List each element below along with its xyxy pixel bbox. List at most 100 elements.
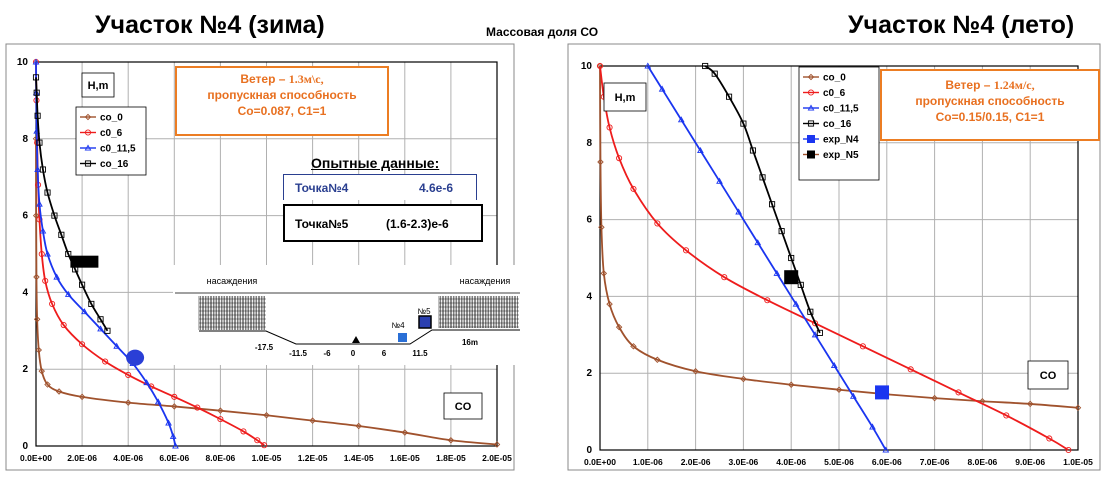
experiment-point5-row: Точка№5 (1.6-2.3)e-6 (283, 204, 483, 242)
exp-marker-point4 (126, 349, 145, 366)
series-marker (53, 273, 61, 280)
co-label-box (1027, 360, 1069, 390)
series-marker (263, 412, 270, 419)
street-schematic: насаждения насаждения -17.5 -11.5 -6 0 6 11.5 16… (173, 265, 526, 365)
series-marker (869, 423, 876, 430)
series-marker (84, 113, 92, 121)
x-tick-label: 1.8E-05 (436, 453, 466, 463)
series-marker (79, 341, 86, 348)
series-marker (606, 124, 613, 131)
series-marker (58, 231, 65, 238)
center-subtitle: Массовая доля СО (486, 25, 599, 39)
legend: co_0 c0_6 c0_11,5 co_16 exp_N4 exp_N5 (798, 66, 880, 181)
chart-summer: 0.0E+00 1.0E-06 2.0E-06 3.0E-06 4.0E-06 5.0E-… (567, 43, 1101, 471)
series-marker (217, 407, 224, 414)
series-marker (816, 329, 823, 336)
series-marker (32, 74, 40, 81)
wind-info-right: Ветер – 1.24м/с, пропускная способность … (880, 69, 1100, 141)
series-marker (597, 158, 604, 166)
legend-marker (807, 135, 815, 143)
series-marker (33, 89, 40, 96)
series-marker (807, 104, 815, 111)
wind-line2: пропускная способность (207, 88, 357, 102)
series-marker (81, 308, 88, 315)
legend: co_0 c0_6 c0_11,5 co_16 (75, 106, 147, 176)
x-tick-label: 6.0E-06 (872, 457, 902, 467)
series-marker (907, 366, 914, 373)
series-marker (630, 343, 637, 350)
series-marker (254, 437, 261, 444)
y-tick-label: 8 (586, 138, 592, 149)
series-marker (726, 93, 733, 100)
point5-marker (418, 315, 432, 329)
wind-line3: Co=0.15/0.15, C1=1 (935, 110, 1045, 124)
series-marker (721, 274, 728, 281)
series-marker (740, 120, 747, 127)
series-marker (113, 342, 121, 349)
series-marker (42, 277, 49, 284)
series-marker (401, 429, 409, 436)
planting-label-right: насаждения (460, 276, 511, 286)
series-marker (171, 403, 178, 410)
point5-label: №5 (417, 307, 431, 316)
series-marker (493, 441, 501, 448)
series-marker (807, 89, 815, 96)
series-marker (1003, 412, 1010, 419)
series-marker (682, 247, 690, 254)
wind-info-left: Ветер – 1.3м\с, пропускная способность C… (175, 66, 389, 136)
series-marker (261, 442, 268, 449)
x-tick-label: 0.0E+00 (584, 457, 616, 467)
x-tick-label: 1.0E-05 (252, 453, 282, 463)
series-marker (849, 392, 857, 399)
series-marker (955, 389, 962, 396)
series-marker (36, 200, 43, 207)
series-marker (125, 371, 132, 379)
series-marker (84, 129, 92, 136)
wind-speed: 1.3м\с, (288, 72, 324, 86)
series-marker (807, 120, 815, 127)
series-marker (33, 316, 41, 323)
y-tick-label: 2 (22, 364, 28, 375)
series-marker (1074, 404, 1082, 411)
schematic-tick-label: -11.5 (289, 349, 307, 358)
series-marker (79, 281, 86, 288)
point5-value: (1.6-2.3)e-6 (386, 217, 449, 231)
series-marker (807, 308, 814, 315)
series-marker (78, 393, 86, 401)
series-marker (217, 416, 224, 423)
schematic-tick-label: -17.5 (255, 343, 274, 352)
schematic-tick-label: -6 (323, 349, 331, 358)
series-marker (654, 356, 661, 363)
series-marker (194, 404, 201, 411)
series-marker (39, 166, 46, 173)
exp-marker-exp_N5 (784, 270, 799, 285)
series-marker (35, 346, 43, 354)
x-tick-label: 1.0E-06 (633, 457, 663, 467)
series-marker (104, 327, 111, 334)
x-tick-label: 4.0E-06 (113, 453, 143, 463)
x-tick-label: 1.0E-05 (1063, 457, 1093, 467)
y-tick-label: 6 (22, 211, 28, 222)
legend-label: co_0 (100, 113, 123, 124)
series-marker (143, 379, 151, 386)
series-marker (38, 250, 45, 258)
series-marker (778, 228, 785, 235)
x-tick-label: 4.0E-06 (776, 457, 806, 467)
series-marker (764, 297, 771, 304)
series-marker (702, 62, 709, 70)
series-marker (44, 189, 51, 196)
legend-label: exp_N4 (823, 135, 859, 146)
series-line (647, 65, 887, 451)
legend-marker (807, 150, 815, 159)
x-tick-label: 1.4E-05 (344, 453, 374, 463)
series-marker (797, 281, 804, 288)
x-tick-label: 2.0E-06 (67, 453, 97, 463)
point5-label: Точка№5 (295, 217, 349, 231)
series-line (599, 65, 1069, 451)
y-tick-label: 4 (22, 287, 28, 298)
series-marker (32, 212, 40, 219)
series-marker (716, 177, 723, 184)
y-tick-label: 4 (586, 291, 592, 302)
y-tick-label: 0 (22, 441, 28, 452)
series-marker (88, 300, 95, 307)
